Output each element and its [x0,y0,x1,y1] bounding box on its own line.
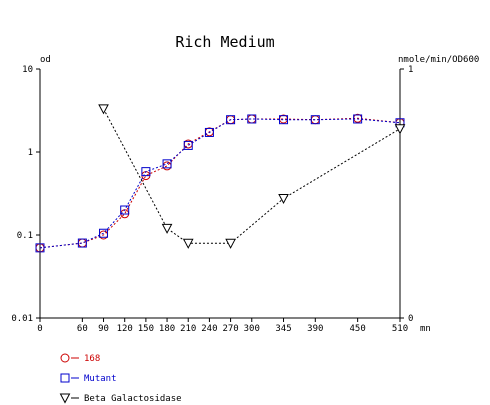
y-axis-right-label: nmole/min/OD600 [398,55,479,65]
series-line-0 [39,117,401,249]
series-2-point [98,104,109,115]
series-1-point [247,114,257,124]
y-left-tick-label: 1 [28,148,33,158]
y-axis-left-label: od [40,55,51,65]
x-tick-label: 210 [180,324,196,334]
x-tick-label: 300 [244,324,260,334]
legend-marker-1 [60,373,70,383]
series-1-point [99,228,109,238]
chart-title: Rich Medium [175,33,274,51]
x-tick-label: 120 [117,324,133,334]
x-tick-label: 270 [222,324,238,334]
x-tick-label: 0 [37,324,42,334]
y-left-tick-label: 0.1 [17,231,33,241]
series-2-point [394,124,406,135]
series-1-point [226,115,236,125]
x-tick-label: 450 [350,324,366,334]
series-1-point [120,205,130,215]
series-2-point [182,238,194,249]
x-tick-label: 390 [307,324,323,334]
x-tick-label: 345 [275,324,291,334]
series-1-point [183,140,193,150]
legend-label-1: Mutant [84,374,117,384]
series-1-point [162,159,172,169]
x-tick-label: 180 [159,324,175,334]
series-0-point [162,161,172,171]
series-0-point [77,238,87,248]
x-tick-label: 90 [98,324,109,334]
series-1-point [279,115,289,125]
series-1-point [353,114,363,124]
x-tick-label: 510 [392,324,408,334]
y-right-tick-label: 0 [408,314,413,324]
series-1-point [310,115,320,125]
series-1-point [35,243,45,253]
series-1-point [204,127,214,137]
series-1-point [77,238,87,248]
x-tick-label: 240 [201,324,217,334]
legend-marker-2 [59,393,71,404]
legend-marker-0 [60,353,70,363]
x-tick-label: 60 [77,324,88,334]
legend-label-0: 168 [84,354,100,364]
y-left-tick-label: 0.01 [11,314,33,324]
x-tick-label: 150 [138,324,154,334]
series-2-point [278,193,289,205]
series-2-point [161,223,173,234]
y-right-tick-label: 1 [408,65,413,75]
series-1-point [141,167,151,177]
x-axis-label: mn [420,324,431,334]
series-line-2 [103,108,401,244]
legend-label-2: Beta Galactosidase [84,394,182,404]
series-2-point [225,238,236,249]
series-line-1 [39,118,401,249]
y-left-tick-label: 10 [22,65,33,75]
